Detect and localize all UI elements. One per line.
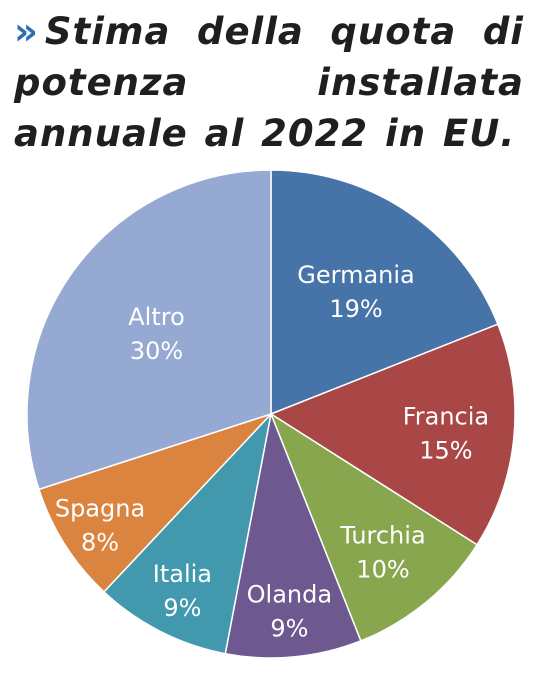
slice-value-altro: 30% <box>130 337 183 365</box>
slice-label-spagna: Spagna <box>55 495 145 523</box>
pie-slice-turchia <box>269 412 479 642</box>
slice-label-olanda: Olanda <box>247 580 332 608</box>
pie-slice-olanda <box>224 411 362 659</box>
slice-value-turchia: 10% <box>356 555 409 583</box>
chart-title-text: Stima della quota di potenza installata … <box>14 10 524 155</box>
slice-label-germania: Germania <box>297 261 414 289</box>
slice-label-altro: Altro <box>128 303 185 331</box>
slice-value-germania: 19% <box>329 295 382 323</box>
pie-slice-italia <box>102 411 273 655</box>
title-marker: » <box>14 10 39 53</box>
slice-label-turchia: Turchia <box>339 521 425 549</box>
slice-value-spagna: 8% <box>81 529 119 557</box>
slice-value-olanda: 9% <box>270 614 308 642</box>
pie-slice-altro <box>26 169 272 491</box>
pie-slice-francia <box>269 323 516 546</box>
chart-title: » Stima della quota di potenza installata… <box>14 6 524 159</box>
pie-slice-germania <box>270 169 499 416</box>
slice-label-francia: Francia <box>403 403 489 431</box>
pie-slice-spagna <box>37 413 272 593</box>
slice-label-italia: Italia <box>153 560 212 588</box>
slice-value-francia: 15% <box>419 437 472 465</box>
slice-value-italia: 9% <box>163 594 201 622</box>
